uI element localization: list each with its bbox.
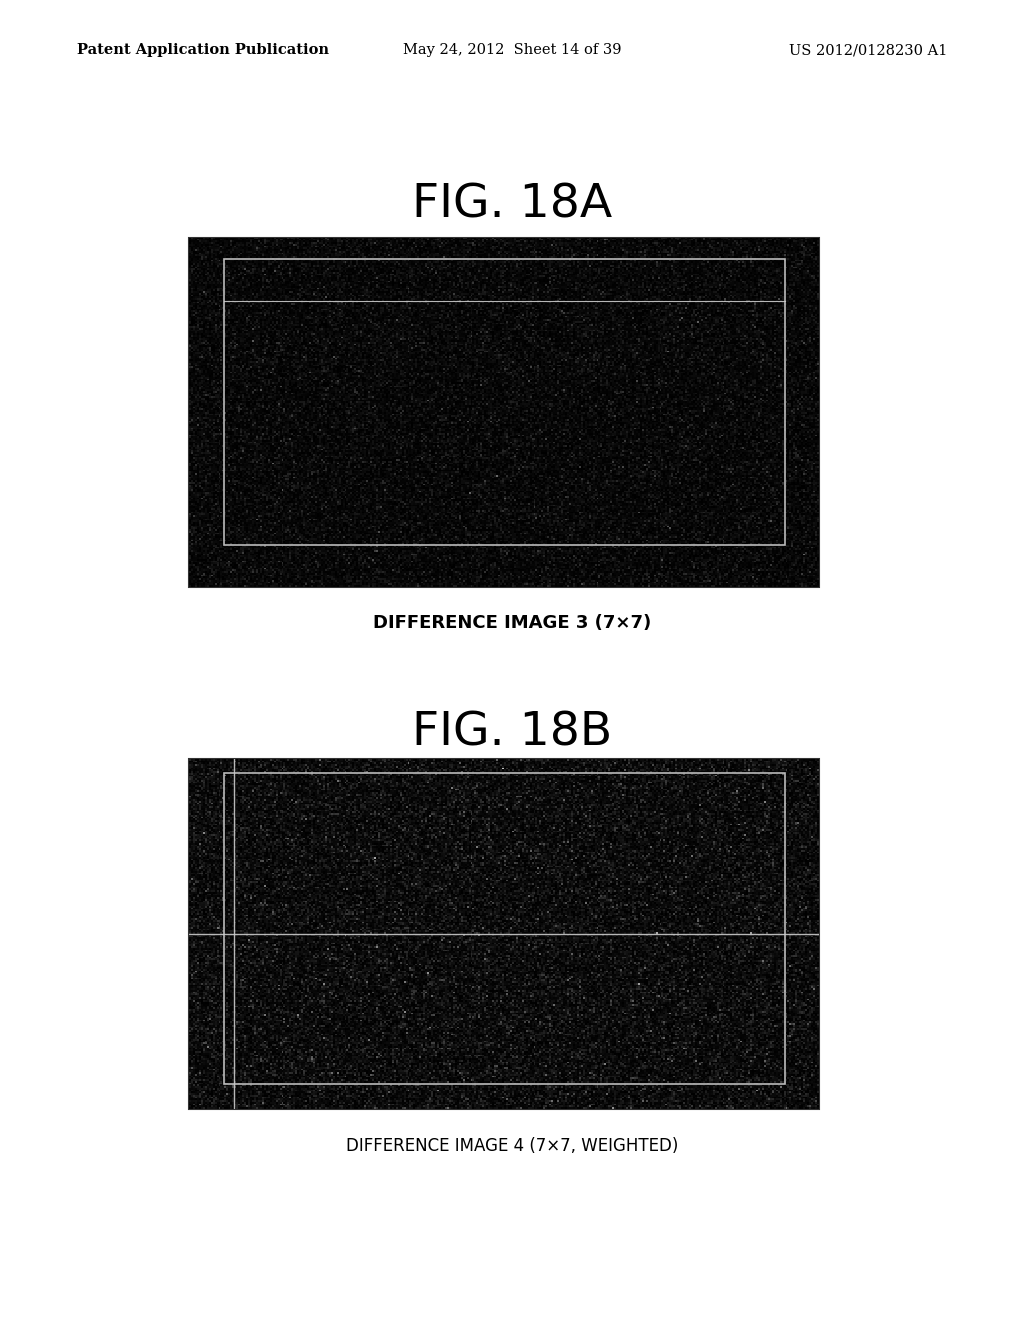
Text: DIFFERENCE IMAGE 4 (7×7, WEIGHTED): DIFFERENCE IMAGE 4 (7×7, WEIGHTED) xyxy=(346,1137,678,1155)
Bar xyxy=(189,238,819,587)
Text: May 24, 2012  Sheet 14 of 39: May 24, 2012 Sheet 14 of 39 xyxy=(402,44,622,57)
Text: US 2012/0128230 A1: US 2012/0128230 A1 xyxy=(788,44,947,57)
Text: Patent Application Publication: Patent Application Publication xyxy=(77,44,329,57)
Text: DIFFERENCE IMAGE 3 (7×7): DIFFERENCE IMAGE 3 (7×7) xyxy=(373,614,651,632)
Bar xyxy=(189,759,819,1109)
Text: FIG. 18A: FIG. 18A xyxy=(412,182,612,227)
Text: FIG. 18B: FIG. 18B xyxy=(412,710,612,755)
